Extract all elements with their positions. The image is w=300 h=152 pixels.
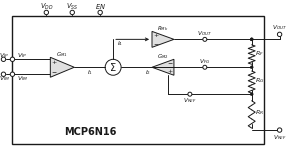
Text: $I_2$: $I_2$ [145, 68, 151, 77]
Text: $R_R$: $R_R$ [255, 108, 264, 117]
Circle shape [10, 72, 15, 76]
Text: $R_{Mk}$: $R_{Mk}$ [157, 24, 169, 33]
Circle shape [250, 66, 253, 69]
Circle shape [188, 92, 192, 96]
Polygon shape [50, 57, 74, 77]
Circle shape [1, 72, 6, 76]
Text: $V_{OUT}$: $V_{OUT}$ [272, 23, 287, 32]
Circle shape [278, 128, 282, 132]
Text: $I_4$: $I_4$ [117, 39, 123, 48]
Circle shape [70, 10, 74, 15]
Circle shape [250, 38, 253, 41]
Text: $V_{FG}$: $V_{FG}$ [199, 57, 211, 66]
Text: $-$: $-$ [51, 70, 58, 75]
Polygon shape [152, 59, 174, 75]
Circle shape [250, 93, 253, 96]
Text: MCP6N16: MCP6N16 [64, 127, 116, 137]
Text: +: + [52, 60, 57, 65]
Circle shape [203, 65, 207, 69]
Circle shape [98, 10, 102, 15]
Circle shape [10, 57, 15, 62]
Text: $-$: $-$ [153, 41, 159, 46]
Text: $I_1$: $I_1$ [87, 68, 93, 77]
Text: $\Sigma$: $\Sigma$ [109, 61, 117, 73]
Text: $V_{REF}$: $V_{REF}$ [183, 96, 197, 105]
Text: $V_{REF}$: $V_{REF}$ [273, 134, 286, 142]
Text: $EN$: $EN$ [95, 2, 106, 11]
Text: +: + [153, 33, 159, 38]
Text: $-$: $-$ [167, 61, 173, 66]
Text: $G_{M2}$: $G_{M2}$ [157, 52, 169, 61]
Text: +: + [167, 69, 172, 74]
Text: $R_F$: $R_F$ [255, 49, 264, 58]
Circle shape [1, 57, 6, 62]
Circle shape [278, 32, 282, 37]
Text: $V_{OUT}$: $V_{OUT}$ [197, 29, 212, 38]
Text: $V_{IM}$: $V_{IM}$ [0, 74, 11, 83]
Text: $V_{SS}$: $V_{SS}$ [66, 1, 78, 12]
Circle shape [105, 59, 121, 75]
Text: $V_{IP}$: $V_{IP}$ [17, 51, 28, 60]
Text: $V_{IM}$: $V_{IM}$ [17, 74, 28, 83]
Text: $V_{IP}$: $V_{IP}$ [0, 51, 10, 60]
Circle shape [44, 10, 49, 15]
Text: $V_{DD}$: $V_{DD}$ [40, 1, 53, 12]
Text: $R_G$: $R_G$ [255, 76, 264, 85]
Polygon shape [152, 31, 174, 47]
Bar [12, 16, 264, 144]
Text: $G_{M1}$: $G_{M1}$ [56, 50, 68, 59]
Circle shape [250, 38, 253, 41]
Circle shape [203, 37, 207, 41]
